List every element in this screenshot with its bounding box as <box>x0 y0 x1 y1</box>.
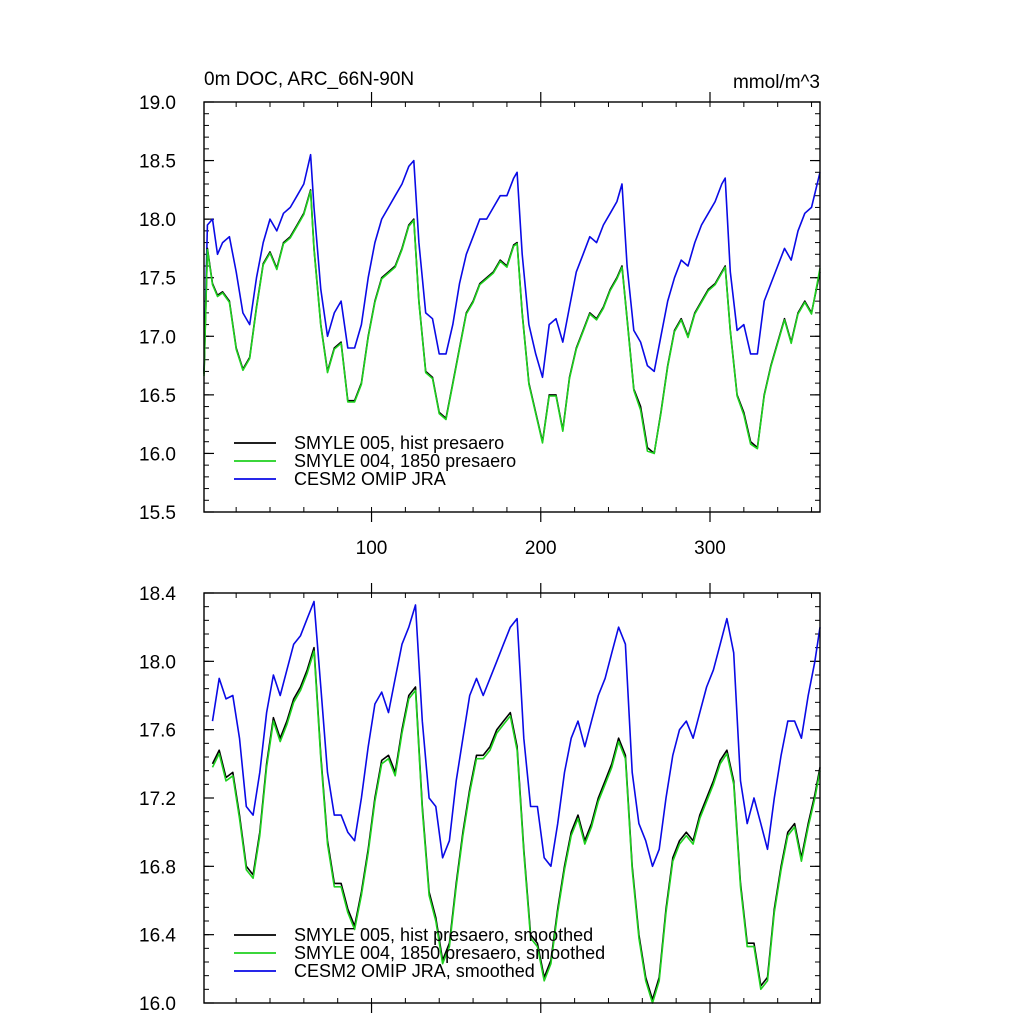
y-tick-label: 17.5 <box>139 269 176 290</box>
y-tick-label: 17.2 <box>139 789 176 810</box>
plot-frame <box>203 101 821 513</box>
x-tick-label: 100 <box>356 538 388 559</box>
legend-label: CESM2 OMIP JRA, smoothed <box>294 961 535 981</box>
y-tick-label: 16.4 <box>139 926 176 947</box>
x-tick-label: 300 <box>694 538 726 559</box>
y-tick-label: 15.5 <box>139 503 176 524</box>
y-tick-label: 16.5 <box>139 386 176 407</box>
y-tick-label: 18.0 <box>139 652 176 673</box>
legend-label: SMYLE 004, 1850 presaero <box>294 451 516 471</box>
y-tick-label: 17.0 <box>139 327 176 348</box>
legend-label: SMYLE 004, 1850 presaero, smoothed <box>294 943 605 963</box>
series-line-2 <box>203 153 821 379</box>
legend-label: CESM2 OMIP JRA <box>294 469 446 489</box>
x-tick-label: 200 <box>525 538 557 559</box>
y-tick-label: 18.0 <box>139 210 176 231</box>
series-line-1 <box>203 190 821 455</box>
y-tick-label: 16.0 <box>139 444 176 465</box>
series-line-1 <box>211 650 821 1004</box>
y-tick-label: 17.6 <box>139 721 176 742</box>
panel-1-units: mmol/m^3 <box>733 72 820 93</box>
y-tick-label: 16.0 <box>139 994 176 1015</box>
panel-raw: 15.5 16.0 16.5 17.0 17.5 18.0 18.5 19.0 100 200 30… <box>139 92 821 559</box>
legend-label: SMYLE 005, hist presaero <box>294 433 504 453</box>
y-tick-label: 16.8 <box>139 857 176 878</box>
series-line-2 <box>211 600 821 868</box>
panel-smoothed: 16.0 16.4 16.8 17.2 17.6 18.0 18.4 SMYLE 005, h… <box>139 583 821 1015</box>
plot-frame <box>203 592 821 1004</box>
legend-label: SMYLE 005, hist presaero, smoothed <box>294 925 593 945</box>
y-tick-label: 18.5 <box>139 152 176 173</box>
y-tick-label: 19.0 <box>139 93 176 114</box>
panel-1-title: 0m DOC, ARC_66N-90N <box>204 69 414 90</box>
y-tick-label: 18.4 <box>139 584 176 605</box>
